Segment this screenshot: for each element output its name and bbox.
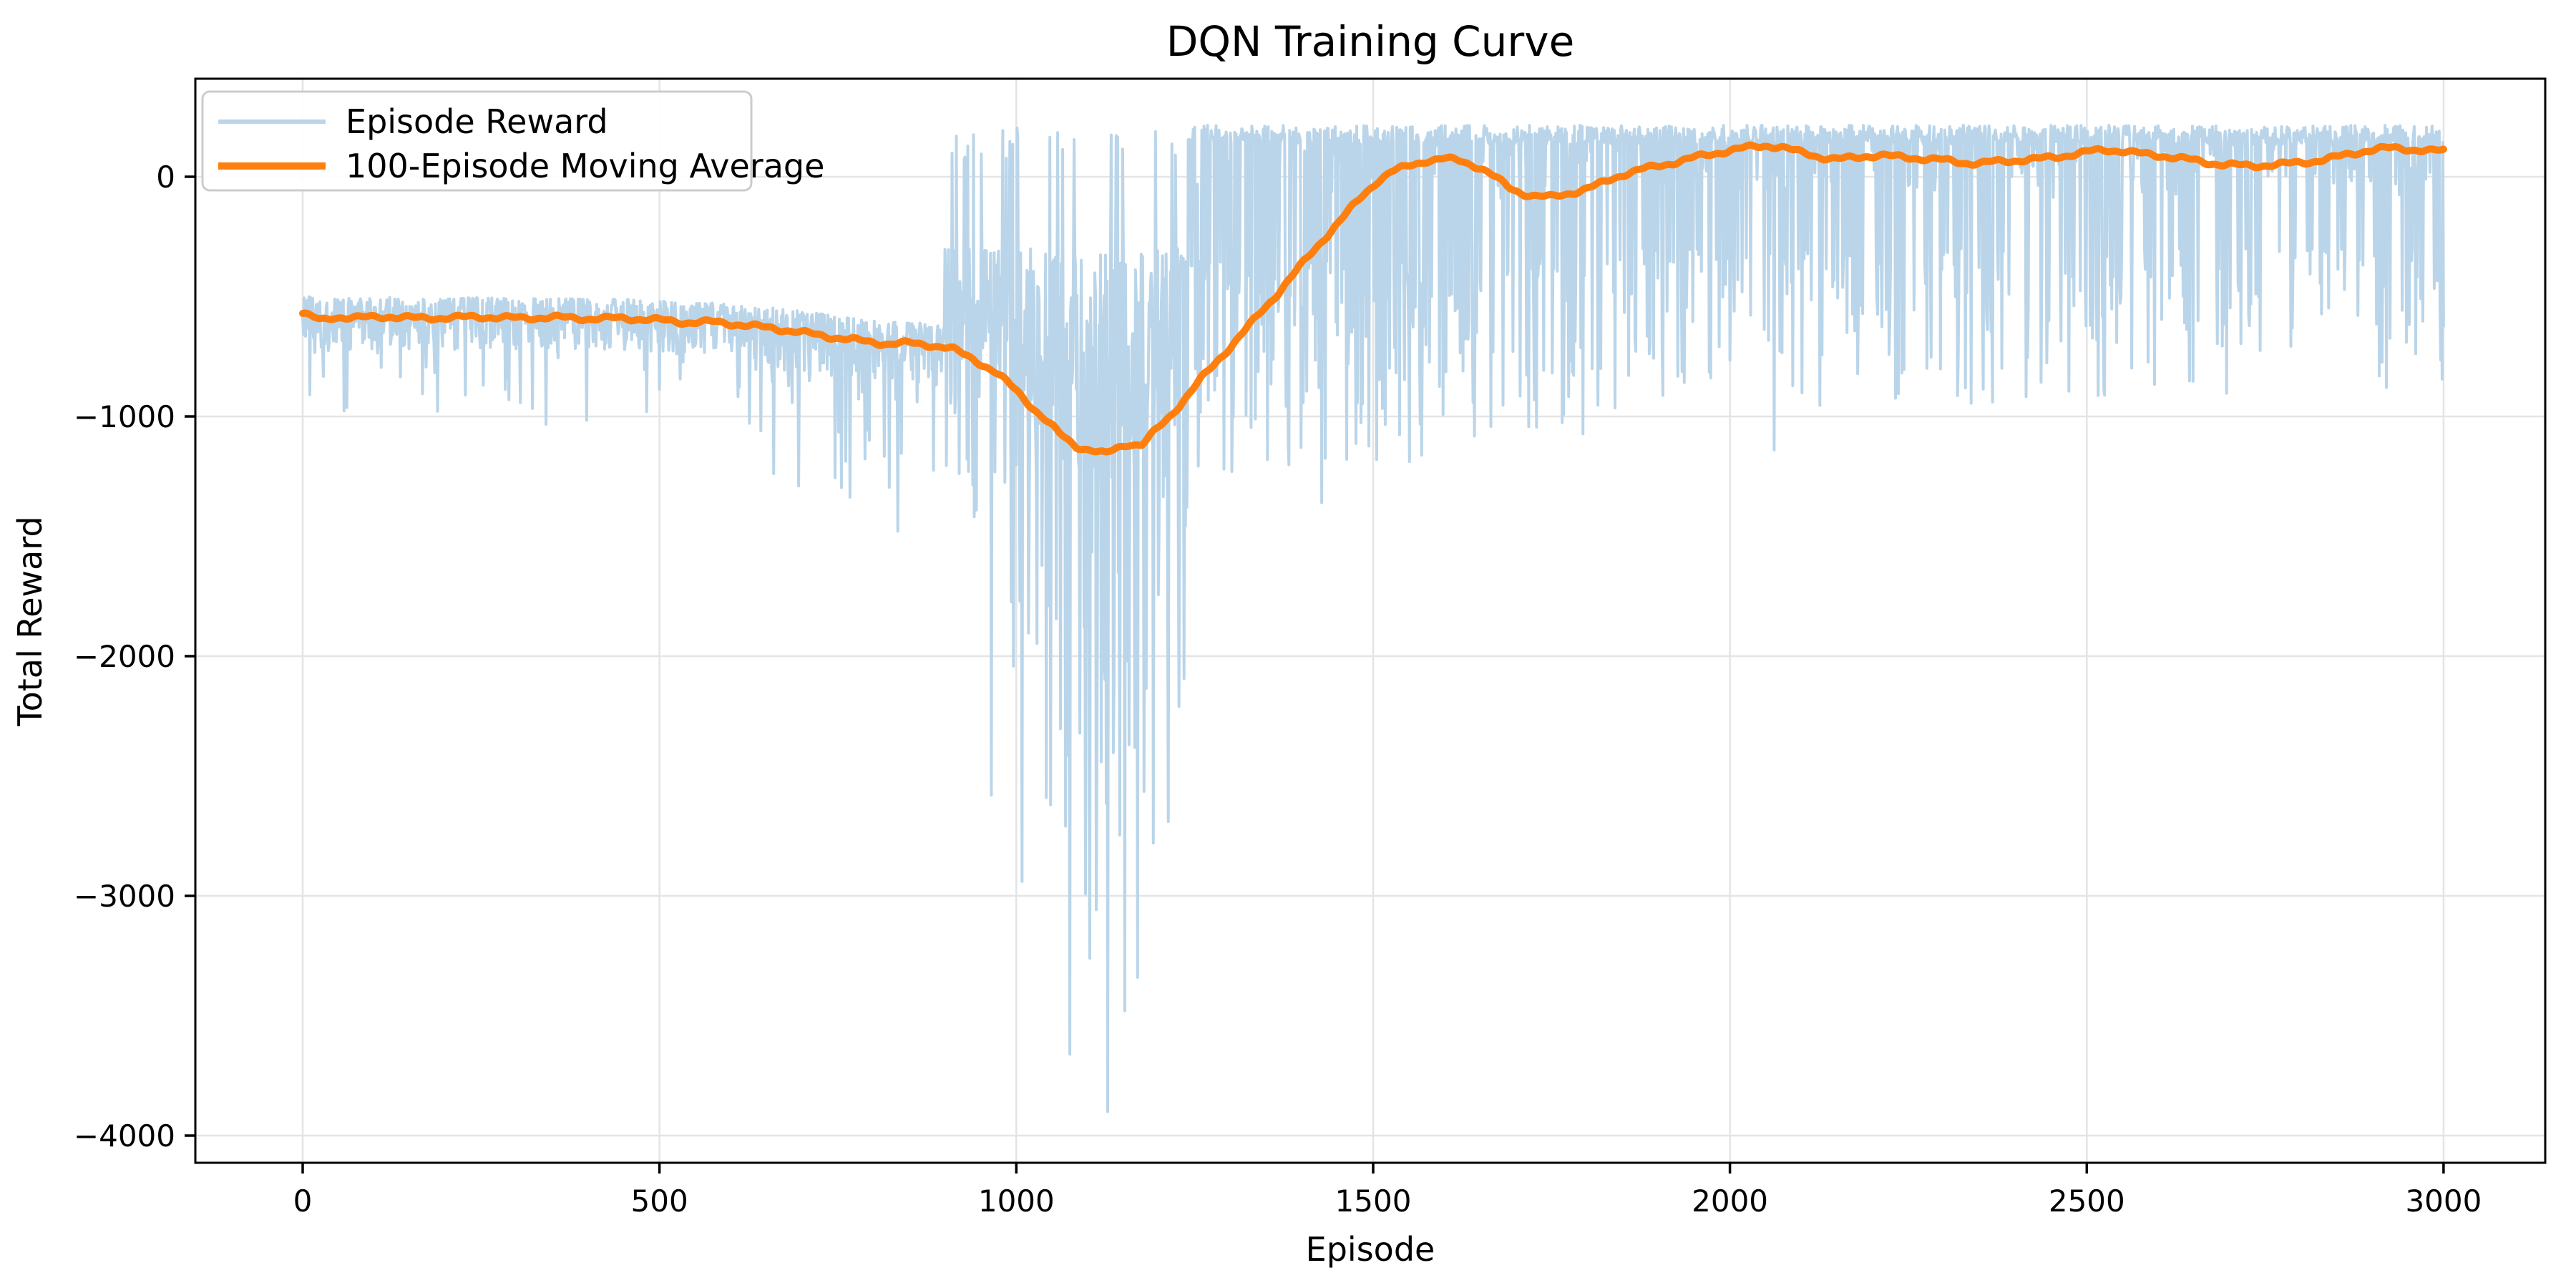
axis-ticks <box>185 175 2445 1174</box>
legend-label-episode-reward: Episode Reward <box>346 102 608 141</box>
y-tick-label: 0 <box>156 160 175 195</box>
x-tick-label: 2500 <box>2049 1184 2125 1219</box>
y-tick-label: −1000 <box>74 399 175 434</box>
y-axis-label: Total Reward <box>11 516 49 726</box>
x-tick-label: 1000 <box>978 1184 1055 1219</box>
x-tick-label: 1500 <box>1335 1184 1412 1219</box>
x-tick-label: 0 <box>293 1184 313 1219</box>
series-lines <box>299 124 2447 1113</box>
y-tick-label: −3000 <box>74 879 175 914</box>
x-tick-label: 2000 <box>1692 1184 1768 1219</box>
moving-average-line <box>299 141 2447 456</box>
x-axis-label: Episode <box>1306 1230 1435 1269</box>
chart-title: DQN Training Curve <box>1166 17 1575 66</box>
y-tick-label: −2000 <box>74 639 175 674</box>
x-tick-label: 3000 <box>2405 1184 2482 1219</box>
plot-border <box>194 77 2547 1164</box>
legend-box <box>201 90 753 192</box>
y-tick-label: −4000 <box>74 1118 175 1153</box>
episode-reward-line <box>301 124 2445 1113</box>
legend: Episode Reward 100-Episode Moving Averag… <box>201 90 824 192</box>
x-tick-label: 500 <box>631 1184 688 1219</box>
legend-label-moving-average: 100-Episode Moving Average <box>346 147 824 185</box>
axis-tick-labels: 0 500 1000 1500 2000 2500 3000 0 −1000 −2000 −3000… <box>74 160 2482 1219</box>
